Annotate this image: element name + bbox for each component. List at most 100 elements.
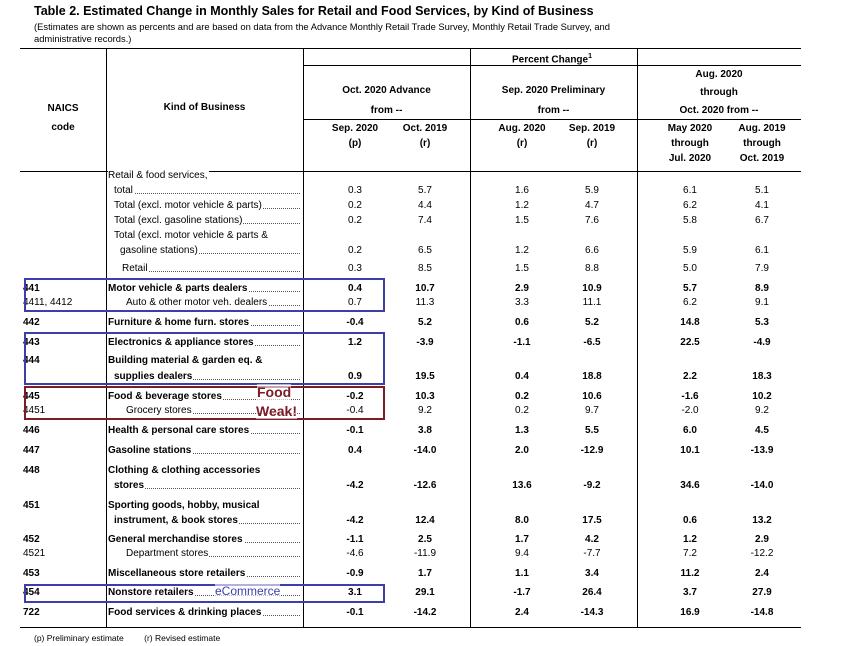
value-cell: 0.4 [348,283,362,294]
value-cell: 8.9 [755,283,769,294]
highlight-box-nonstore [24,584,385,603]
naics-code: 444 [23,355,40,366]
value-cell: 5.1 [755,185,769,196]
value-cell: 6.2 [683,297,697,308]
value-cell: -14.0 [750,480,774,491]
value-cell: 14.8 [680,317,700,328]
value-cell: 1.3 [515,425,529,436]
leader-dots [114,488,300,489]
value-cell: 3.3 [515,297,529,308]
value-cell: 7.6 [585,215,599,226]
kind-of-business: Grocery stores [108,405,300,416]
value-cell: 1.5 [515,263,529,274]
value-cell: -4.9 [753,337,771,348]
value-cell: 10.2 [752,391,772,402]
value-cell: -0.1 [346,425,364,436]
value-cell: 9.4 [515,548,529,559]
value-cell: 10.6 [582,391,602,402]
value-cell: 1.5 [515,215,529,226]
value-cell: 10.3 [415,391,435,402]
value-cell: 0.2 [515,405,529,416]
kind-of-business: Department stores [108,548,300,559]
naics-code: 4451 [23,405,46,416]
code-header: code [51,122,75,133]
value-cell: -14.8 [750,607,774,618]
value-cell: 0.3 [348,185,362,196]
value-cell: 9.1 [755,297,769,308]
kind-label: Electronics & appliance stores [108,337,255,348]
sales-table: NAICS code Kind of Business Percent Chan… [20,48,801,628]
value-cell: 11.3 [415,297,435,308]
value-cell: 18.3 [752,371,772,382]
col-divider [303,49,304,627]
kind-label: Miscellaneous store retailers [108,568,247,579]
value-cell: -6.5 [583,337,601,348]
value-cell: 17.5 [582,515,602,526]
group3-line3: Oct. 2020 from -- [679,105,759,116]
value-cell: -3.9 [416,337,434,348]
value-cell: -12.9 [580,445,604,456]
value-cell: 16.9 [680,607,700,618]
leader-dots [126,556,300,557]
naics-code: 445 [23,391,40,402]
kind-of-business: Clothing & clothing accessories [108,465,300,476]
value-cell: -14.0 [413,445,437,456]
value-cell: -0.2 [346,391,364,402]
kind-of-business: Building material & garden eq. & [108,355,300,366]
value-cell: -9.2 [583,480,601,491]
col-divider [637,49,638,627]
value-cell: 6.7 [755,215,769,226]
value-cell: 5.3 [755,317,769,328]
naics-code: 453 [23,568,40,579]
value-cell: 34.6 [680,480,700,491]
annotation-ecommerce: eCommerce [215,584,281,598]
group2-line1: Sep. 2020 Preliminary [501,85,606,96]
footnote-preliminary: (p) Preliminary estimate [34,633,124,643]
col-header-6-line1: Aug. 2019 [738,123,786,134]
value-cell: 4.7 [585,200,599,211]
value-cell: -4.2 [346,480,364,491]
value-cell: 26.4 [582,587,602,598]
col-header-1-line2: (p) [348,138,362,149]
value-cell: 5.7 [683,283,697,294]
value-cell: 6.2 [683,200,697,211]
kind-of-business: Miscellaneous store retailers [108,568,300,579]
value-cell: -0.4 [346,317,364,328]
naics-code: 452 [23,534,40,545]
value-cell: 3.7 [683,587,697,598]
value-cell: -1.1 [346,534,364,545]
value-cell: 3.1 [348,587,362,598]
col-header-3-line1: Aug. 2020 [498,123,546,134]
value-cell: -1.1 [513,337,531,348]
naics-header: NAICS [47,103,79,114]
value-cell: 0.4 [348,445,362,456]
col-header-6-line3: Oct. 2019 [739,153,785,164]
group1-line2: from -- [370,105,403,116]
col-divider [470,49,471,627]
value-cell: -2.0 [681,405,699,416]
kind-of-business: Furniture & home furn. stores [108,317,300,328]
kind-of-business: supplies dealers [108,371,300,382]
kind-of-business: Electronics & appliance stores [108,337,300,348]
value-cell: 4.2 [585,534,599,545]
col-header-2-line2: (r) [419,138,431,149]
value-cell: 27.9 [752,587,772,598]
naics-code: 443 [23,337,40,348]
value-cell: 5.2 [418,317,432,328]
value-cell: 1.7 [515,534,529,545]
value-cell: 5.8 [683,215,697,226]
value-cell: 5.0 [683,263,697,274]
kind-label: Building material & garden eq. & [108,355,264,366]
group3-line1: Aug. 2020 [695,69,743,80]
header-rule [303,119,801,120]
highlight-box-food-grocery [24,386,385,420]
value-cell: 1.2 [515,245,529,256]
kind-label: total [114,185,134,196]
leader-dots [126,413,300,414]
naics-code: 441 [23,283,40,294]
value-cell: 5.9 [585,185,599,196]
value-cell: 2.9 [755,534,769,545]
kind-label: Furniture & home furn. stores [108,317,251,328]
kind-of-business: Total (excl. motor vehicle & parts & [108,230,300,241]
value-cell: 0.6 [683,515,697,526]
